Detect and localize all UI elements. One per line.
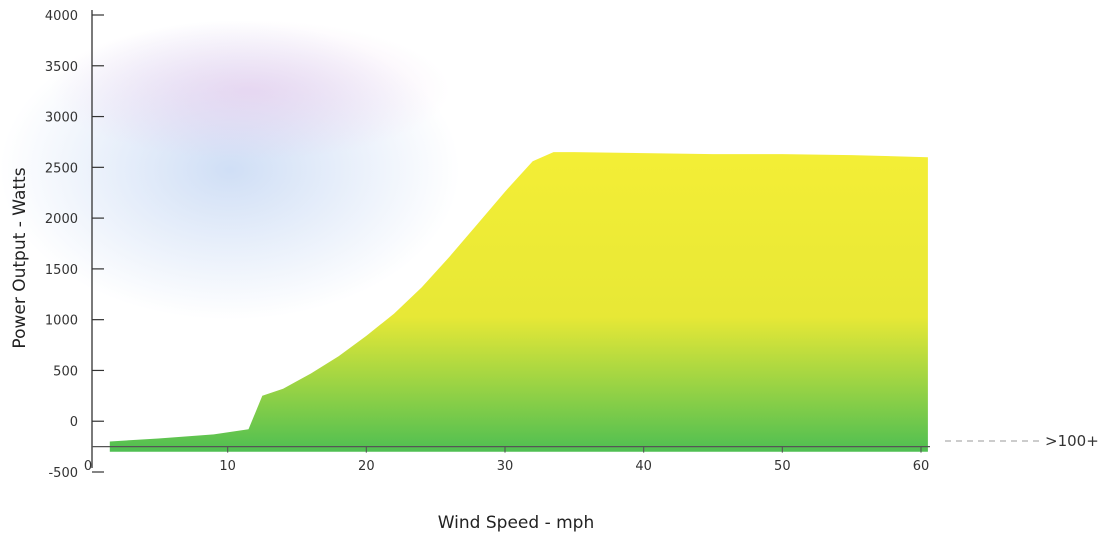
x-axis-title: Wind Speed - mph — [438, 513, 595, 533]
haze-pink — [50, 20, 450, 160]
y-tick-label: 0 — [70, 415, 78, 430]
x-tick-label: 30 — [497, 459, 514, 474]
y-tick-label: 1500 — [45, 263, 78, 278]
y-tick-label: 3000 — [45, 111, 78, 126]
y-tick-label: 2000 — [45, 212, 78, 227]
background-haze — [0, 20, 460, 320]
plot-area — [109, 152, 928, 452]
beyond-60-annotation: >100+ — [1045, 432, 1099, 450]
y-tick-label: 500 — [53, 364, 78, 379]
x-tick-label: 50 — [774, 459, 791, 474]
y-tick-label: 3500 — [45, 60, 78, 75]
x-tick-label: 0 — [84, 459, 92, 474]
y-tick-label: -500 — [48, 466, 78, 481]
y-axis-title: Power Output - Watts — [10, 167, 30, 348]
y-tick-label: 2500 — [45, 161, 78, 176]
y-tick-label: 1000 — [45, 314, 78, 329]
axes — [91, 10, 1040, 473]
x-tick-label: 40 — [635, 459, 652, 474]
power-area — [109, 152, 928, 452]
y-tick-label: 4000 — [45, 9, 78, 24]
x-tick-label: 60 — [913, 459, 930, 474]
labels: -500 0 500 1000 1500 2000 2500 3000 3500 4000 0 10 2… — [10, 9, 1099, 533]
x-tick-label: 20 — [358, 459, 375, 474]
x-tick-label: 10 — [219, 459, 236, 474]
